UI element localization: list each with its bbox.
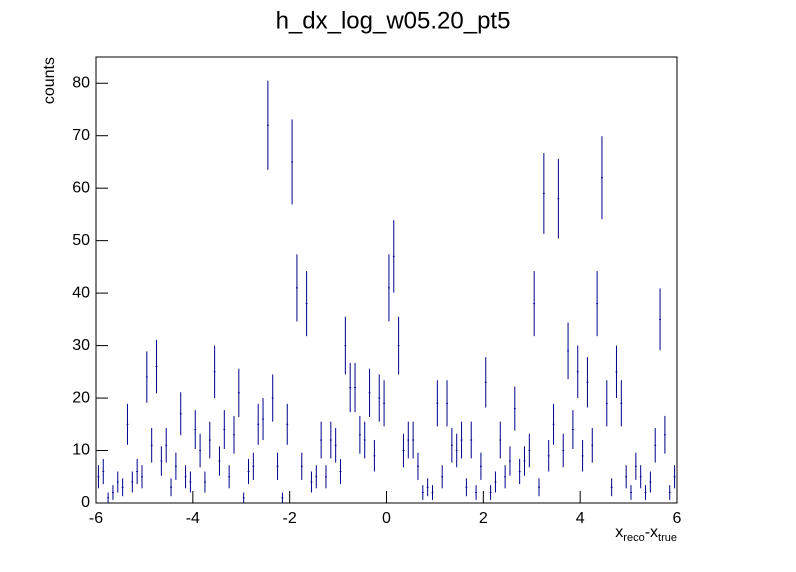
y-tick-label: 0 xyxy=(81,494,90,511)
y-tick-label: 50 xyxy=(72,232,90,249)
x-tick-label: 6 xyxy=(673,510,682,527)
y-tick-label: 20 xyxy=(72,389,90,406)
x-label-part: reco xyxy=(623,532,644,544)
x-label-part: true xyxy=(658,532,677,544)
y-axis-label: counts xyxy=(41,57,58,104)
x-tick-label: 2 xyxy=(479,510,488,527)
x-axis-label: xreco-xtrue xyxy=(615,524,677,544)
x-tick-label: -4 xyxy=(186,510,200,527)
y-tick-label: 70 xyxy=(72,127,90,144)
y-tick-label: 40 xyxy=(72,284,90,301)
y-tick-label: 80 xyxy=(72,74,90,91)
x-tick-label: -6 xyxy=(89,510,103,527)
y-tick-label: 30 xyxy=(72,337,90,354)
plot-frame xyxy=(95,56,678,504)
x-tick-label: -2 xyxy=(283,510,297,527)
x-tick-label: 0 xyxy=(382,510,391,527)
chart-title: h_dx_log_w05.20_pt5 xyxy=(276,7,511,34)
y-tick-label: 60 xyxy=(72,179,90,196)
x-tick-label: 4 xyxy=(576,510,585,527)
x-label-part: x xyxy=(615,524,623,541)
y-tick-label: 10 xyxy=(72,442,90,459)
x-label-part: -x xyxy=(645,524,658,541)
